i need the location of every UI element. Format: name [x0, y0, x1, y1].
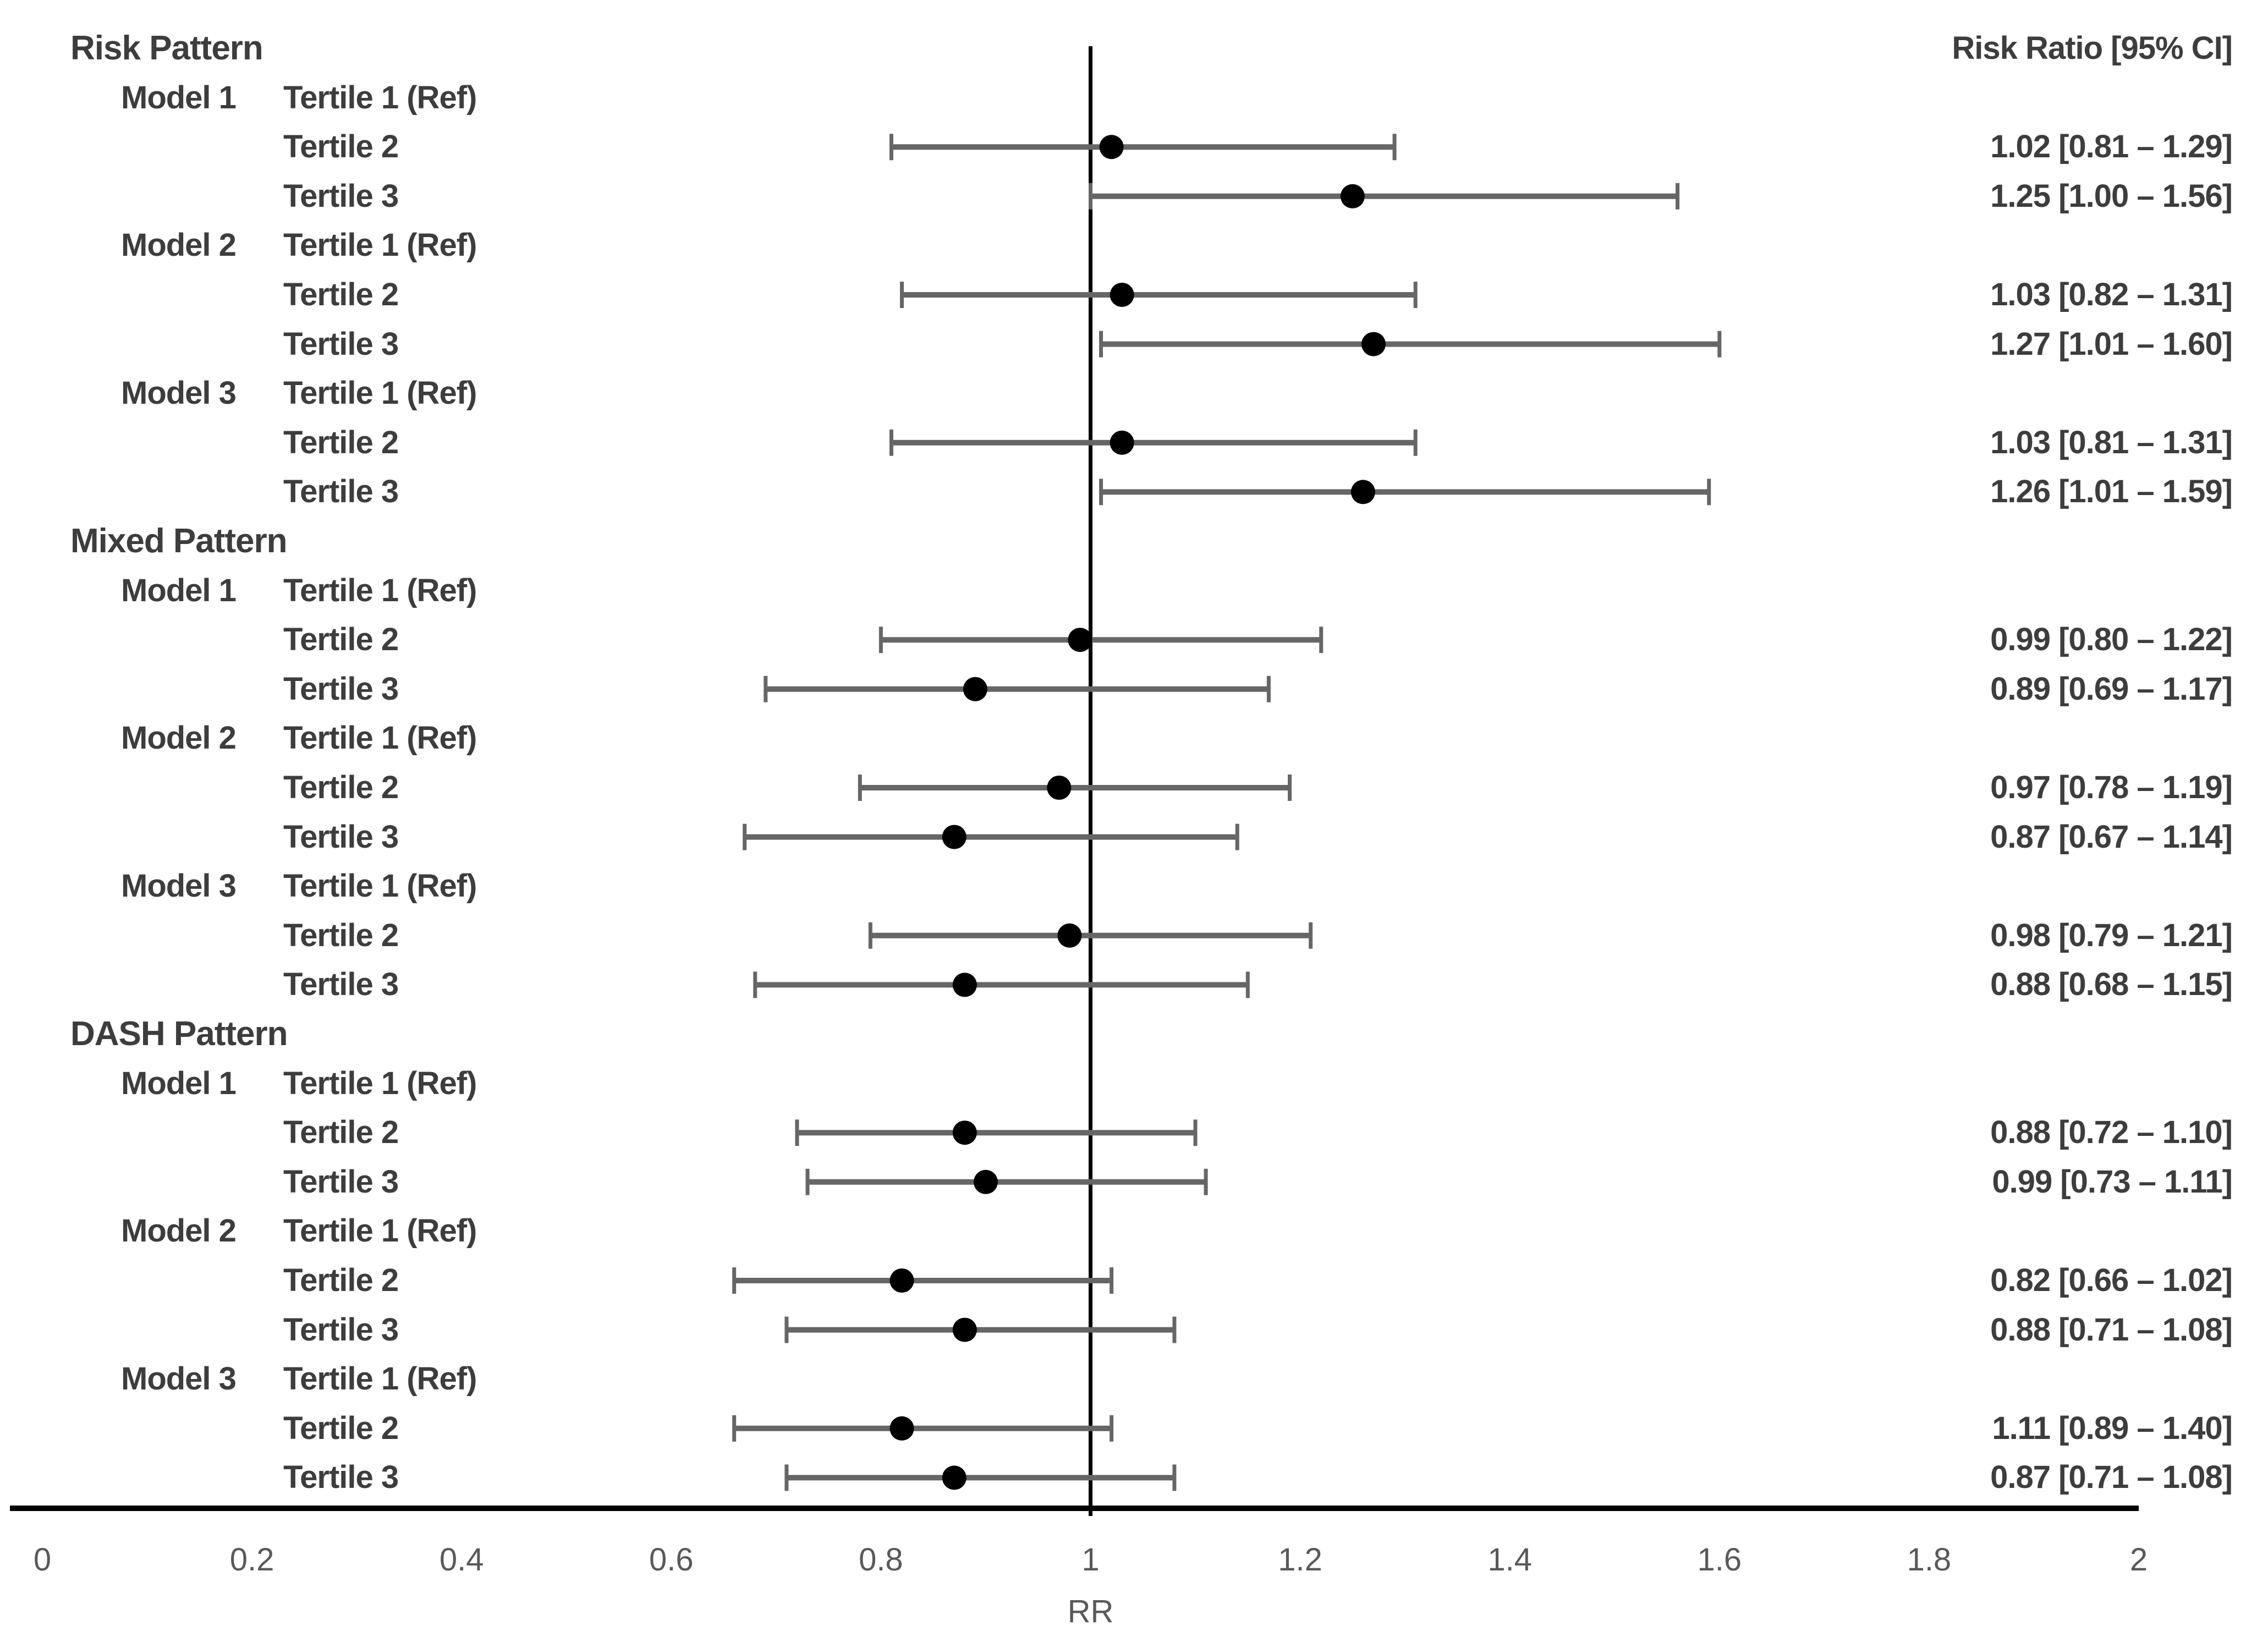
x-axis-tick-label: 0	[33, 1542, 52, 1578]
tertile-label: Tertile 3	[283, 178, 399, 214]
x-axis-tick-label: 1.4	[1487, 1542, 1532, 1578]
tertile-label: Tertile 2	[283, 770, 399, 805]
point-estimate-marker	[1110, 430, 1134, 455]
model-label: Model 2	[121, 227, 237, 263]
risk-ratio-value: 1.03 [0.81 – 1.31]	[1990, 424, 2233, 460]
risk-ratio-value: 0.87 [0.67 – 1.14]	[1990, 818, 2233, 855]
model-label: Model 3	[121, 375, 237, 411]
risk-ratio-value: 0.98 [0.79 – 1.21]	[1990, 917, 2233, 953]
model-label: Model 3	[121, 868, 237, 904]
model-label: Model 3	[121, 1361, 237, 1397]
tertile-label: Tertile 1 (Ref)	[283, 720, 477, 756]
point-estimate-marker	[889, 1268, 914, 1293]
x-axis-tick-label: 0.8	[859, 1542, 903, 1578]
tertile-label: Tertile 1 (Ref)	[283, 868, 477, 904]
point-estimate-marker	[973, 1169, 998, 1194]
point-estimate-marker	[952, 1317, 977, 1342]
model-label: Model 1	[121, 1065, 237, 1101]
tertile-label: Tertile 2	[283, 277, 399, 312]
risk-ratio-value: 1.03 [0.82 – 1.31]	[1990, 277, 2233, 312]
x-axis-tick-label: 2	[2129, 1542, 2148, 1578]
risk-ratio-value: 0.82 [0.66 – 1.02]	[1990, 1262, 2233, 1298]
point-estimate-marker	[942, 1465, 966, 1490]
risk-ratio-value: 0.88 [0.68 – 1.15]	[1990, 966, 2233, 1003]
model-label: Model 2	[121, 720, 237, 756]
point-estimate-marker	[1068, 628, 1092, 652]
x-axis-tick-label: 0.6	[649, 1542, 694, 1578]
tertile-label: Tertile 2	[283, 129, 399, 165]
x-axis-tick-label: 1.2	[1278, 1542, 1322, 1578]
point-estimate-marker	[1340, 184, 1365, 208]
point-estimate-marker	[1057, 923, 1082, 948]
point-estimate-marker	[1110, 283, 1134, 307]
point-estimate-marker	[1350, 480, 1375, 504]
x-axis-tick-label: 1.8	[1907, 1542, 1952, 1578]
risk-ratio-value: 1.27 [1.01 – 1.60]	[1990, 326, 2233, 362]
tertile-label: Tertile 3	[283, 1311, 399, 1348]
tertile-label: Tertile 1 (Ref)	[283, 375, 477, 411]
x-axis-tick-label: 0.2	[229, 1542, 274, 1578]
point-estimate-marker	[889, 1416, 914, 1441]
tertile-label: Tertile 3	[283, 966, 399, 1003]
tertile-label: Tertile 3	[283, 1163, 399, 1200]
risk-ratio-value: 1.25 [1.00 – 1.56]	[1990, 178, 2233, 214]
tertile-label: Tertile 2	[283, 622, 399, 658]
tertile-label: Tertile 3	[283, 818, 399, 855]
point-estimate-marker	[1047, 776, 1072, 800]
tertile-label: Tertile 2	[283, 1410, 399, 1446]
value-column-header: Risk Ratio [95% CI]	[1952, 30, 2233, 66]
risk-ratio-value: 1.02 [0.81 – 1.29]	[1990, 129, 2233, 165]
tertile-label: Tertile 2	[283, 1114, 399, 1151]
risk-ratio-value: 0.88 [0.72 – 1.10]	[1990, 1114, 2233, 1151]
tertile-label: Tertile 1 (Ref)	[283, 79, 477, 116]
model-label: Model 1	[121, 572, 237, 608]
point-estimate-marker	[952, 973, 977, 997]
model-label: Model 1	[121, 79, 237, 116]
tertile-label: Tertile 3	[283, 474, 399, 510]
point-estimate-marker	[1099, 135, 1124, 160]
model-label: Model 2	[121, 1213, 237, 1249]
group-label: Mixed Pattern	[70, 522, 288, 560]
tertile-label: Tertile 1 (Ref)	[283, 227, 477, 263]
risk-ratio-value: 0.89 [0.69 – 1.17]	[1990, 671, 2233, 707]
x-axis-tick-label: 1	[1081, 1542, 1100, 1578]
tertile-label: Tertile 1 (Ref)	[283, 1361, 477, 1397]
risk-ratio-value: 0.97 [0.78 – 1.19]	[1990, 770, 2233, 805]
tertile-label: Tertile 3	[283, 1459, 399, 1496]
x-axis-title: RR	[1067, 1594, 1114, 1629]
x-axis-tick-label: 1.6	[1697, 1542, 1742, 1578]
tertile-label: Tertile 1 (Ref)	[283, 1213, 477, 1249]
group-label: DASH Pattern	[70, 1015, 288, 1053]
risk-ratio-value: 0.99 [0.73 – 1.11]	[1992, 1163, 2233, 1200]
tertile-label: Tertile 1 (Ref)	[283, 572, 477, 608]
risk-ratio-value: 0.87 [0.71 – 1.08]	[1990, 1459, 2233, 1496]
point-estimate-marker	[963, 677, 987, 701]
risk-ratio-value: 0.99 [0.80 – 1.22]	[1990, 622, 2233, 658]
tertile-label: Tertile 3	[283, 326, 399, 362]
group-label: Risk Pattern	[70, 29, 263, 67]
x-axis-tick-label: 0.4	[439, 1542, 484, 1578]
tertile-label: Tertile 2	[283, 1262, 399, 1298]
tertile-label: Tertile 2	[283, 424, 399, 460]
risk-ratio-value: 0.88 [0.71 – 1.08]	[1990, 1311, 2233, 1348]
point-estimate-marker	[1361, 332, 1386, 356]
tertile-label: Tertile 2	[283, 917, 399, 953]
risk-ratio-value: 1.26 [1.01 – 1.59]	[1990, 474, 2233, 510]
tertile-label: Tertile 3	[283, 671, 399, 707]
risk-ratio-value: 1.11 [0.89 – 1.40]	[1992, 1410, 2233, 1446]
point-estimate-marker	[952, 1120, 977, 1145]
tertile-label: Tertile 1 (Ref)	[283, 1065, 477, 1101]
point-estimate-marker	[942, 825, 966, 849]
